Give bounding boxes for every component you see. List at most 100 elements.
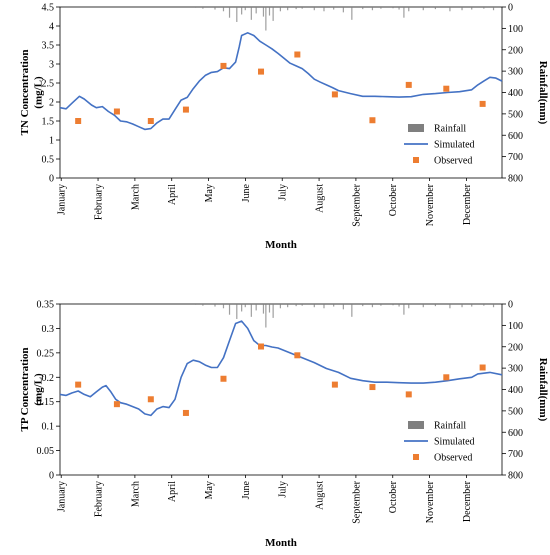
x-tick-label: April xyxy=(167,481,178,502)
rainfall-bar xyxy=(228,304,231,315)
y2-tick-label: 800 xyxy=(508,174,523,185)
rainfall-bar xyxy=(492,7,495,11)
y-axis-title: TN Concentration (mg/L) xyxy=(19,50,45,136)
rainfall-bar xyxy=(333,7,335,10)
rainfall-bar xyxy=(392,304,394,306)
rainfall-bar xyxy=(265,7,267,31)
observed-point xyxy=(220,62,227,69)
observed-point xyxy=(405,391,412,398)
rainfall-bar xyxy=(351,7,353,20)
observed-point xyxy=(75,381,82,388)
rainfall-bar xyxy=(228,7,231,18)
rainfall-bar xyxy=(241,304,243,312)
y2-tick-label: 800 xyxy=(508,471,523,482)
y-tick-label: 3.5 xyxy=(42,41,55,52)
observed-point xyxy=(147,118,154,124)
rainfall-bar xyxy=(471,7,473,10)
observed-point xyxy=(75,118,82,124)
y-axis-title-line: (mg/L) xyxy=(33,76,45,109)
legend-rainfall-label: Rainfall xyxy=(434,421,466,432)
x-tick-label: August xyxy=(315,184,326,213)
y2-tick-label: 500 xyxy=(508,406,523,417)
rainfall-bar xyxy=(279,7,281,12)
plot-frame xyxy=(59,6,503,179)
rainfall-bar xyxy=(422,7,424,11)
rainfall-bar xyxy=(295,304,297,307)
x-tick-label: September xyxy=(351,183,362,226)
observed-point xyxy=(331,381,338,388)
rainfall-bar xyxy=(272,7,274,21)
x-tick-label: August xyxy=(315,481,326,510)
rainfall-bar xyxy=(434,304,436,307)
legend: Rainfall Simulated Observed xyxy=(404,421,475,464)
y-axis-title-line: (mg/L) xyxy=(33,373,45,406)
rainfall-bar xyxy=(265,304,267,328)
rainfall-bar xyxy=(408,7,410,12)
legend-observed-swatch xyxy=(413,157,419,163)
observed-point xyxy=(479,364,486,371)
rainfall-bar xyxy=(236,7,238,22)
rainfall-bar xyxy=(222,7,225,12)
observed-point xyxy=(113,108,120,115)
observed-point xyxy=(113,401,120,408)
y-tick-label: 0.25 xyxy=(37,348,55,359)
rainfall-bar xyxy=(449,304,451,309)
x-tick-label: February xyxy=(94,481,105,517)
x-tick-label: October xyxy=(388,480,399,513)
rainfall-bar xyxy=(351,304,353,317)
rainfall-bar xyxy=(241,7,243,15)
rainfall-bar xyxy=(287,304,289,308)
rainfall-bar xyxy=(492,304,495,308)
rainfall-bar xyxy=(244,7,246,11)
x-tick-label: July xyxy=(278,481,289,498)
rainfall-bar xyxy=(380,7,382,9)
y-tick-label: 0 xyxy=(49,471,54,482)
rainfall-bar xyxy=(362,304,364,307)
rainfall-bar xyxy=(461,304,463,308)
rainfall-bar xyxy=(403,304,405,315)
rainfall-bar xyxy=(301,304,303,306)
rainfall-bar xyxy=(262,7,265,17)
x-tick-label: March xyxy=(130,184,141,210)
rainfall-bar xyxy=(301,7,303,9)
rainfall-bar xyxy=(333,304,335,307)
x-tick-label: January xyxy=(57,184,68,215)
rainfall-bar xyxy=(262,304,265,314)
rainfall-bar xyxy=(313,304,315,308)
y2-tick-label: 500 xyxy=(508,109,523,120)
rainfall-bar xyxy=(398,7,400,10)
rainfall-bar xyxy=(287,7,289,11)
x-tick-label: December xyxy=(462,183,473,225)
y2-tick-label: 700 xyxy=(508,152,523,163)
legend-observed-label: Observed xyxy=(434,156,472,167)
x-tick-label: July xyxy=(278,184,289,201)
observed-point xyxy=(369,117,376,124)
x-tick-label: December xyxy=(462,480,473,522)
legend-simulated-label: Simulated xyxy=(434,437,475,448)
observed-point xyxy=(331,91,338,98)
legend-observed-swatch xyxy=(413,454,419,460)
x-axis-title: Month xyxy=(265,537,297,549)
x-tick-label: June xyxy=(241,183,252,202)
y-tick-label: 2.5 xyxy=(42,79,55,90)
x-tick-label: October xyxy=(388,183,399,216)
x-tick-label: November xyxy=(425,183,436,226)
observed-point xyxy=(294,352,301,359)
y-tick-label: 4 xyxy=(49,22,54,33)
rainfall-bar xyxy=(272,304,274,318)
rainfall-bar xyxy=(323,304,325,309)
observed-point xyxy=(147,396,154,403)
y-tick-label: 3 xyxy=(49,60,54,71)
rainfall-bar xyxy=(380,304,382,306)
y2-tick-label: 200 xyxy=(508,342,523,353)
observed-point xyxy=(479,100,486,107)
rainfall-bar xyxy=(323,7,325,12)
y-tick-label: 0.05 xyxy=(37,446,55,457)
observed-point xyxy=(405,81,412,88)
rainfall-bar xyxy=(268,304,271,313)
rainfall-bar xyxy=(313,7,315,11)
observed-point xyxy=(182,106,189,113)
rainfall-bar xyxy=(236,304,238,319)
legend: Rainfall Simulated Observed xyxy=(404,124,475,167)
